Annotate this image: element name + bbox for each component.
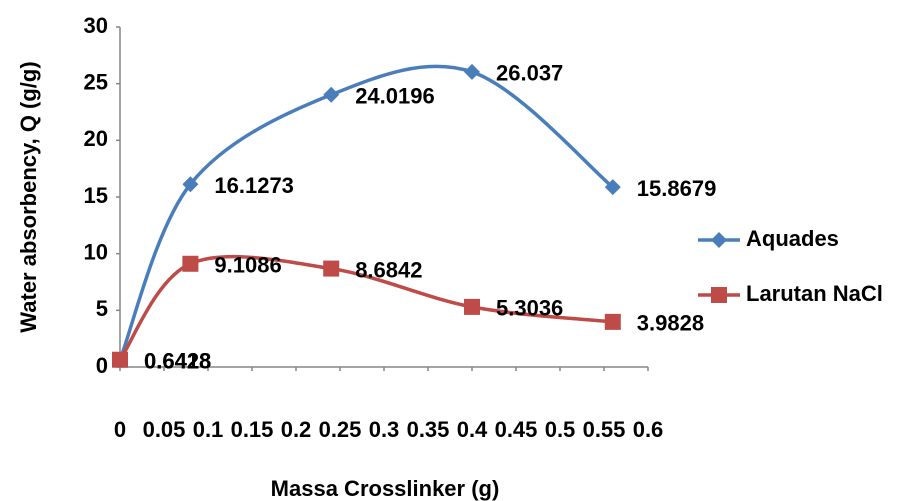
y-tick-label: 5 (96, 296, 108, 321)
y-tick-label: 30 (84, 13, 108, 38)
legend-label: Aquades (746, 226, 839, 251)
x-tick-label: 0.15 (231, 417, 274, 442)
legend-marker (711, 287, 727, 303)
x-tick-label: 0.2 (281, 417, 312, 442)
point (604, 179, 621, 196)
data-label: 0.6418 (144, 349, 211, 374)
y-tick-label: 0 (96, 353, 108, 378)
point (464, 298, 480, 315)
data-label: 26.037 (496, 61, 563, 86)
x-tick-label: 0.4 (457, 417, 488, 442)
data-label: 9.1086 (214, 253, 281, 278)
y-tick-label: 20 (84, 126, 108, 151)
data-label: 5.3036 (496, 296, 563, 321)
x-tick-label: 0.55 (583, 417, 626, 442)
point (464, 63, 480, 80)
data-label: 15.8679 (637, 176, 717, 201)
y-axis-label: Water absorbency, Q (g/g) (16, 61, 41, 332)
point (112, 351, 128, 368)
x-tick-label: 0.05 (143, 417, 186, 442)
x-tick-label: 0.1 (193, 417, 224, 442)
y-tick-label: 10 (84, 239, 108, 264)
y-tick-label: 25 (84, 69, 108, 94)
data-label: 24.0196 (355, 84, 435, 109)
point (182, 176, 199, 193)
point (182, 255, 199, 272)
data-label: 16.1273 (214, 173, 294, 198)
x-tick-label: 0.35 (407, 417, 450, 442)
x-tick-label: 0.3 (369, 417, 400, 442)
legend-label: Larutan NaCl (746, 281, 883, 306)
data-label: 0.6428 (144, 349, 211, 374)
x-tick-label: 0.6 (633, 417, 664, 442)
legend-marker (711, 232, 727, 248)
y-tick-label: 15 (84, 183, 108, 208)
x-tick-label: 0.25 (319, 417, 362, 442)
point (323, 260, 340, 277)
x-tick-label: 0 (114, 417, 126, 442)
x-axis-label: Massa Crosslinker (g) (271, 476, 500, 501)
x-tick-label: 0.45 (495, 417, 538, 442)
data-label: 8.6842 (355, 257, 422, 282)
data-label: 3.9828 (637, 311, 704, 336)
point (323, 86, 340, 103)
x-tick-label: 0.5 (545, 417, 576, 442)
point (604, 313, 621, 330)
